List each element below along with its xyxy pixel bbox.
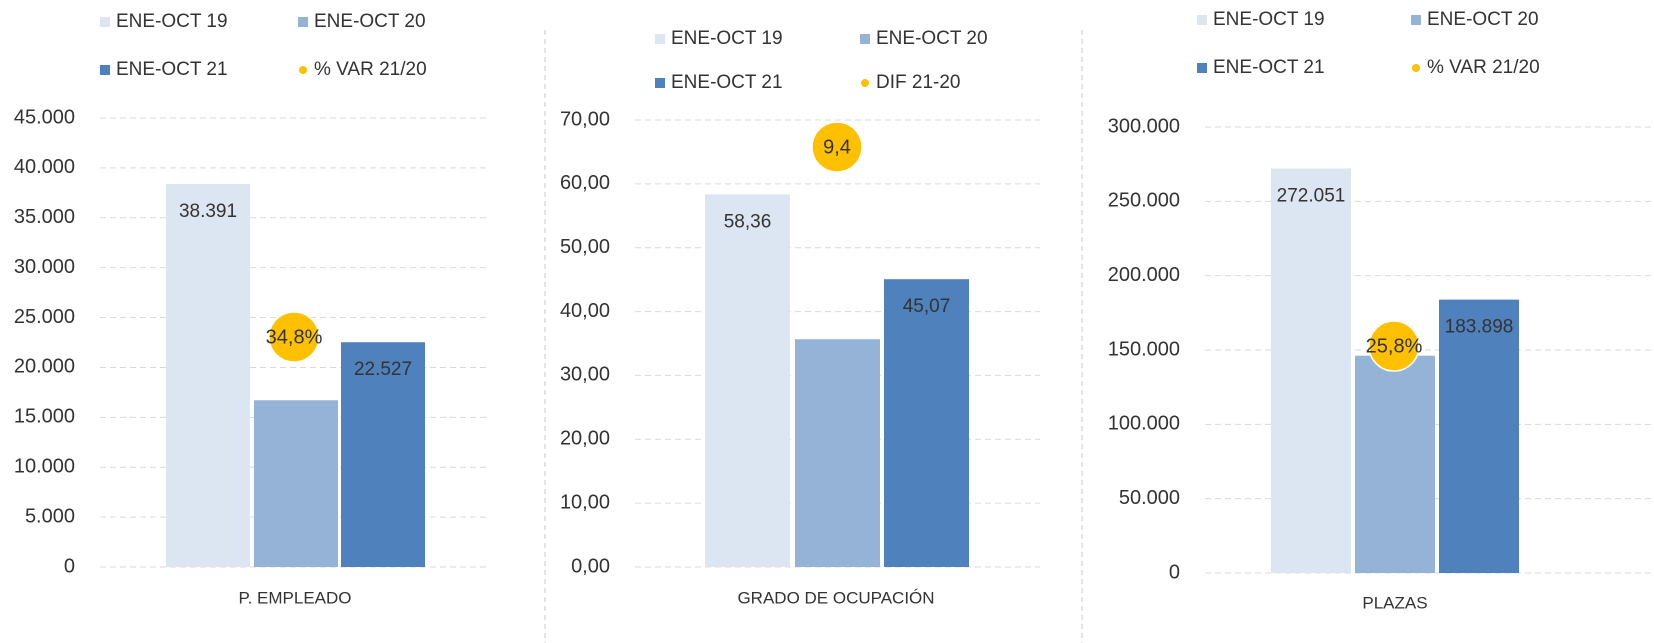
y-tick-label: 5.000 (25, 505, 75, 527)
y-tick-label: 20,00 (560, 428, 610, 450)
bubble (268, 311, 320, 363)
legend-label: ENE-OCT 20 (1427, 9, 1539, 30)
legend-label: % VAR 21/20 (314, 59, 427, 80)
y-tick-label: 40.000 (14, 156, 75, 178)
bubble (1368, 320, 1420, 372)
y-tick-label: 25.000 (14, 306, 75, 328)
legend-swatch (299, 66, 307, 74)
y-tick-label: 10.000 (14, 456, 75, 478)
legend-swatch (100, 65, 110, 75)
legend-swatch (655, 34, 665, 44)
legend-swatch (1412, 64, 1420, 72)
bar (705, 194, 790, 567)
y-tick-label: 0,00 (571, 555, 610, 577)
y-tick-label: 50.000 (1119, 487, 1180, 509)
y-tick-label: 150.000 (1108, 338, 1180, 360)
bar (795, 339, 880, 567)
bubble-label: 9,4 (823, 136, 851, 158)
bar (1271, 168, 1351, 573)
y-tick-label: 15.000 (14, 406, 75, 428)
value-label: 38.391 (179, 201, 237, 222)
y-tick-label: 100.000 (1108, 413, 1180, 435)
bar (254, 400, 338, 567)
y-tick-label: 0 (1169, 561, 1180, 583)
legend-swatch (100, 17, 110, 27)
y-tick-label: 10,00 (560, 491, 610, 513)
value-label: 272.051 (1277, 186, 1346, 207)
bubble (811, 121, 863, 173)
legend-swatch (1411, 15, 1421, 25)
y-tick-label: 50,00 (560, 236, 610, 258)
value-label: 22.527 (354, 359, 412, 380)
y-tick-label: 60,00 (560, 172, 610, 194)
legend-label: ENE-OCT 21 (116, 59, 228, 80)
y-tick-label: 20.000 (14, 356, 75, 378)
bar (1355, 355, 1435, 573)
legend-label: DIF 21-20 (876, 72, 960, 93)
legend-label: ENE-OCT 19 (1213, 9, 1325, 30)
y-tick-label: 200.000 (1108, 264, 1180, 286)
bubble-label: 34,8% (266, 326, 323, 348)
legend-label: % VAR 21/20 (1427, 57, 1540, 78)
legend-swatch (860, 34, 870, 44)
value-label: 183.898 (1445, 317, 1514, 338)
x-tick-label: P. EMPLEADO (238, 588, 351, 607)
x-tick-label: GRADO DE OCUPACIÓN (737, 588, 934, 607)
value-label: 58,36 (724, 211, 772, 232)
y-tick-label: 300.000 (1108, 115, 1180, 137)
bar (884, 279, 969, 567)
y-tick-label: 40,00 (560, 300, 610, 322)
legend-swatch (655, 78, 665, 88)
y-tick-label: 35.000 (14, 206, 75, 228)
bubble-label: 25,8% (1366, 335, 1423, 357)
bar (341, 342, 425, 567)
y-tick-label: 30,00 (560, 364, 610, 386)
legend-swatch (298, 17, 308, 27)
bar (1439, 299, 1519, 573)
legend-label: ENE-OCT 21 (671, 72, 783, 93)
legend-label: ENE-OCT 21 (1213, 57, 1325, 78)
legend-label: ENE-OCT 19 (671, 28, 783, 49)
legend-label: ENE-OCT 20 (314, 11, 426, 32)
y-tick-label: 250.000 (1108, 190, 1180, 212)
legend-label: ENE-OCT 19 (116, 11, 228, 32)
legend-label: ENE-OCT 20 (876, 28, 988, 49)
value-label: 45,07 (903, 296, 951, 317)
legend-swatch (1197, 15, 1207, 25)
x-tick-label: PLAZAS (1362, 593, 1427, 612)
legend-swatch (1197, 63, 1207, 73)
bar (166, 183, 250, 568)
y-tick-label: 70,00 (560, 108, 610, 130)
y-tick-label: 30.000 (14, 256, 75, 278)
y-tick-label: 0 (64, 555, 75, 577)
legend-swatch (861, 79, 869, 87)
y-tick-label: 45.000 (14, 106, 75, 128)
